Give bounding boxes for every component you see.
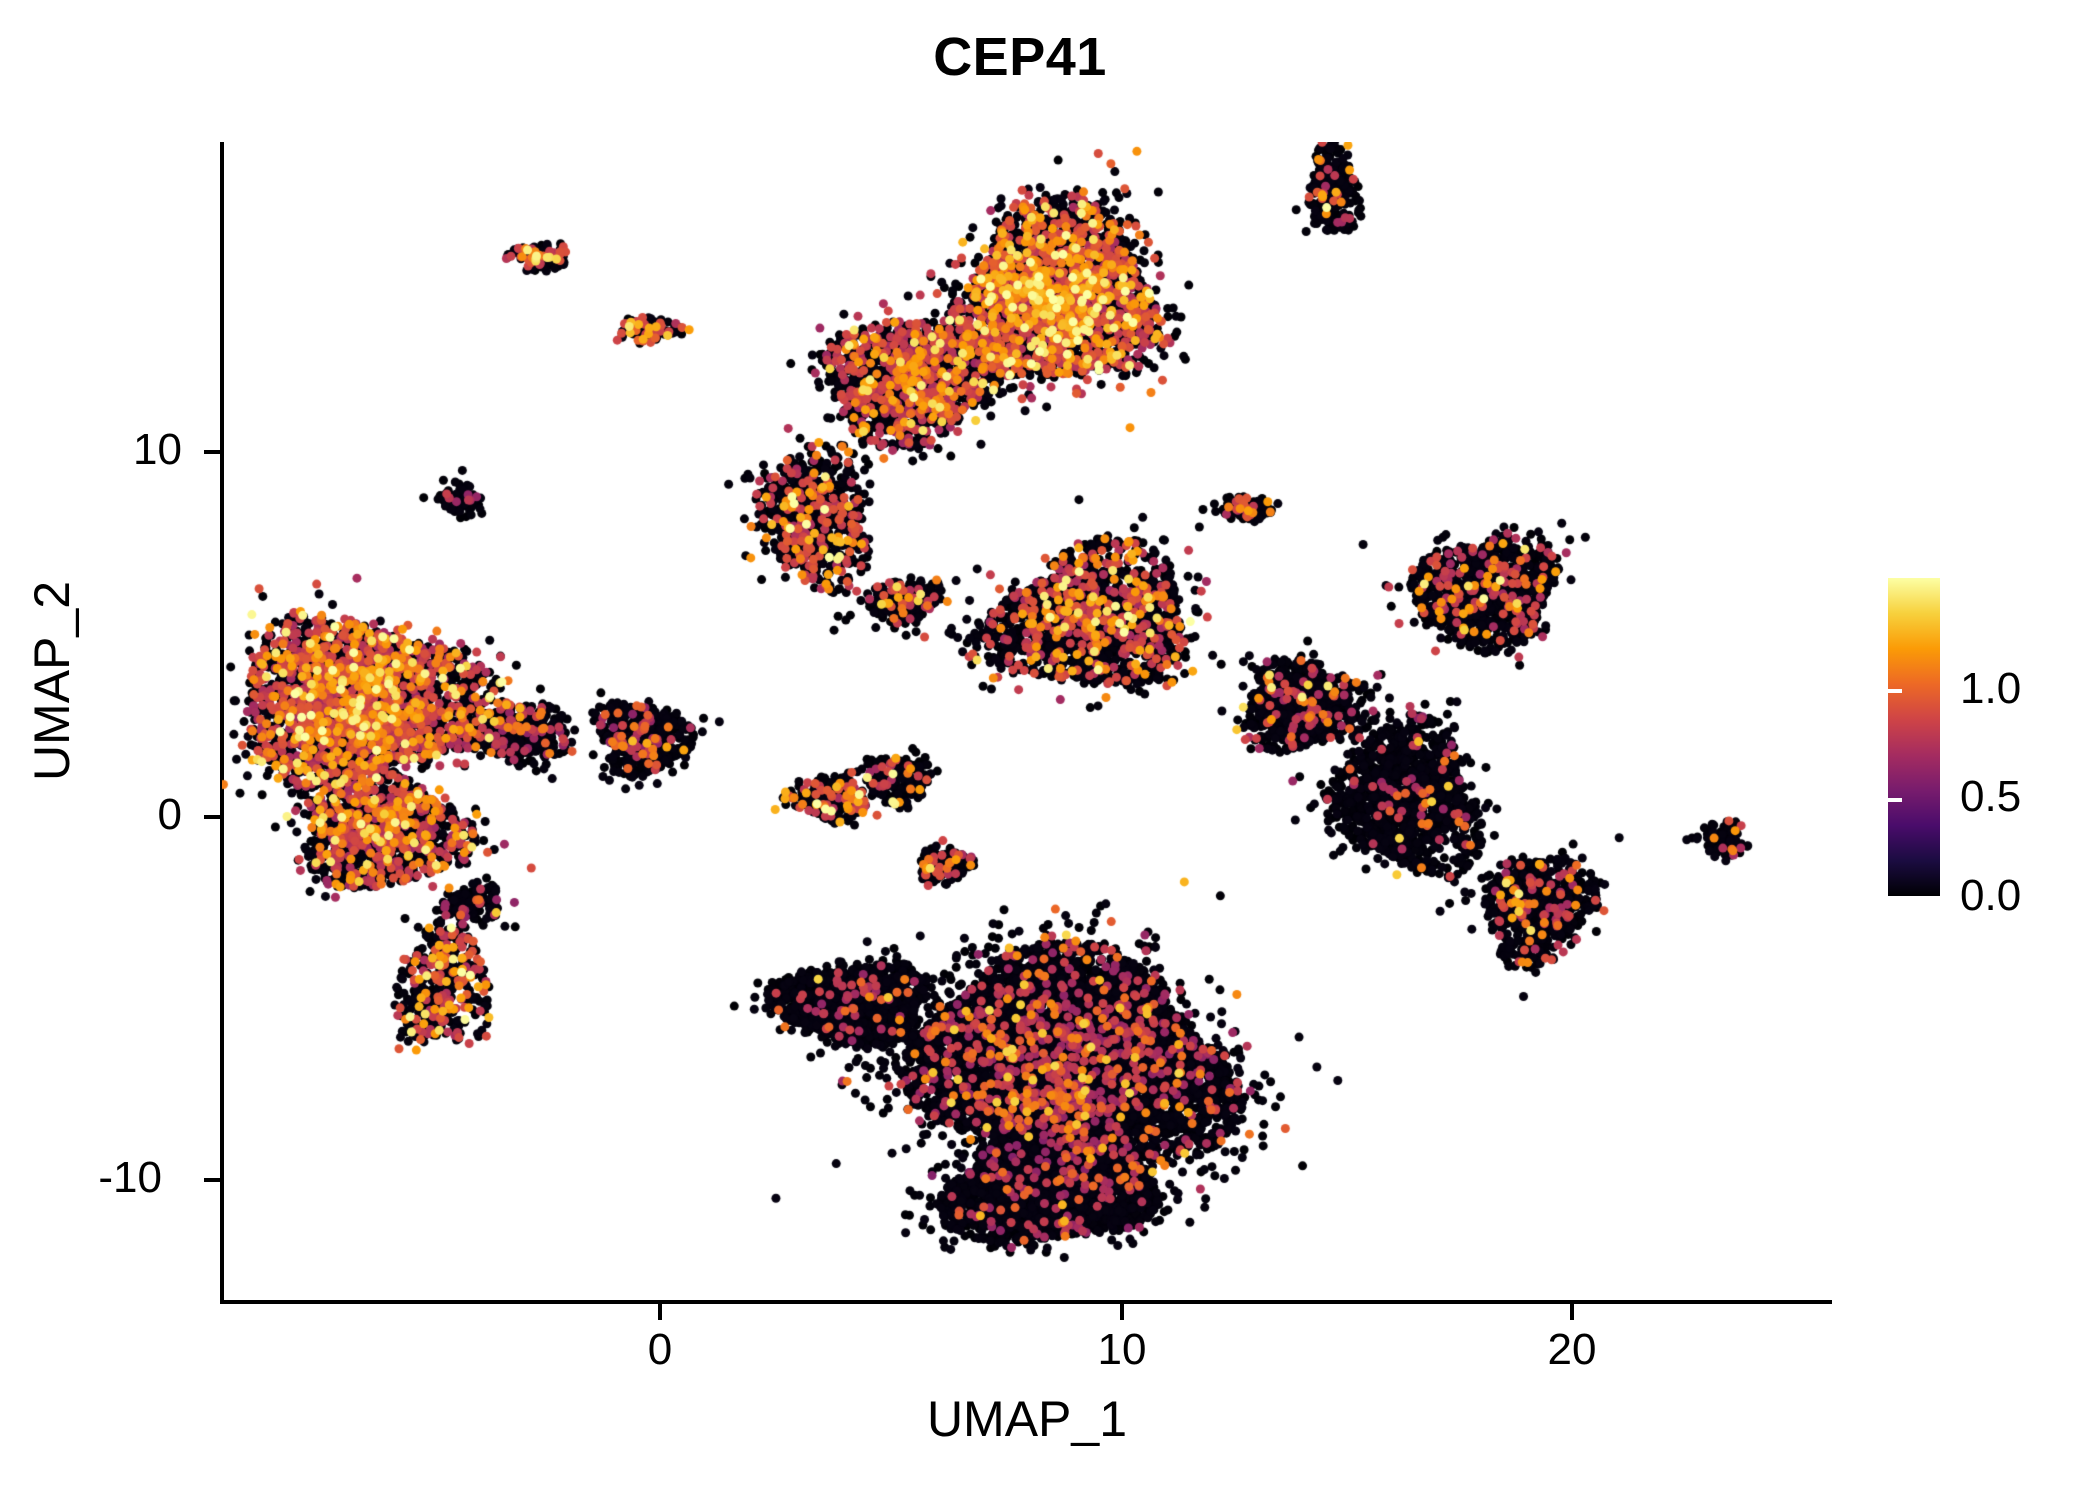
colorbar-tick (1888, 798, 1902, 802)
y-tick-label: 0 (157, 790, 182, 839)
y-tick-mark (204, 450, 220, 454)
colorbar-label: 0.5 (1960, 772, 2022, 821)
x-tick-mark (1570, 1304, 1574, 1320)
plot-panel (222, 142, 1832, 1302)
x-tick-mark (658, 1304, 662, 1320)
x-tick-label: 0 (647, 1325, 673, 1374)
colorbar-gradient (1888, 578, 1940, 896)
scatter-canvas (222, 142, 1832, 1302)
colorbar-tick (2074, 798, 2088, 802)
page-title: CEP41 (933, 27, 1107, 87)
x-tick-mark (1120, 1304, 1124, 1320)
colorbar-legend: 1.0 0.5 0.0 (1888, 578, 2088, 918)
colorbar-label: 1.0 (1960, 664, 2022, 713)
x-axis-label: UMAP_1 (926, 1391, 1128, 1447)
x-axis-line (220, 1300, 1832, 1304)
y-tick-label: -10 (98, 1153, 162, 1202)
y-tick-mark (204, 1178, 220, 1182)
y-axis-label: UMAP_2 (24, 580, 80, 782)
y-tick-label: 10 (133, 425, 182, 474)
y-tick-mark (204, 815, 220, 819)
x-tick-label: 20 (1547, 1325, 1597, 1374)
x-tick-label: 10 (1097, 1325, 1147, 1374)
colorbar-label: 0.0 (1960, 871, 2022, 920)
colorbar-tick (1888, 689, 1902, 693)
colorbar-tick (2074, 689, 2088, 693)
